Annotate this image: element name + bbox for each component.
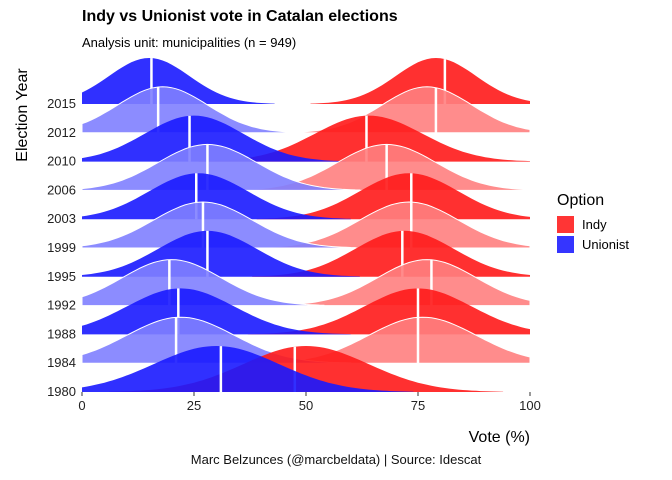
density-indy-1995 bbox=[252, 230, 530, 277]
legend-swatch-indy bbox=[557, 215, 574, 233]
density-unionist-2015 bbox=[82, 58, 275, 104]
y-tick-label-1980: 1980 bbox=[47, 384, 76, 399]
x-tick-label-0: 0 bbox=[78, 398, 85, 413]
x-axis-ticks: 0 25 50 75 100 bbox=[78, 392, 541, 413]
x-tick-label-75: 75 bbox=[411, 398, 425, 413]
density-unionist-2006 bbox=[81, 143, 361, 191]
ridge-1980 bbox=[82, 346, 504, 392]
chart-title: Indy vs Unionist vote in Catalan electio… bbox=[82, 8, 398, 25]
chart-subtitle: Analysis unit: municipalities (n = 949) bbox=[82, 35, 297, 50]
ridge-2006 bbox=[81, 143, 531, 191]
caption: Marc Belzunces (@marcbeldata) | Source: … bbox=[190, 452, 482, 467]
ridge-1988 bbox=[82, 288, 531, 335]
y-tick-label-1992: 1992 bbox=[47, 298, 76, 313]
y-tick-label-1984: 1984 bbox=[47, 355, 76, 370]
x-tick-label-100: 100 bbox=[519, 398, 541, 413]
density-indy-1988 bbox=[247, 288, 531, 335]
y-tick-label-1995: 1995 bbox=[47, 269, 76, 284]
legend-title: Option bbox=[557, 192, 605, 209]
density-indy-2015 bbox=[310, 58, 530, 104]
x-tick-label-25: 25 bbox=[187, 398, 201, 413]
density-unionist-1992 bbox=[81, 259, 325, 307]
legend-label-unionist: Unionist bbox=[582, 236, 629, 252]
legend-item-unionist: Unionist bbox=[557, 234, 629, 254]
y-tick-label-2015: 2015 bbox=[47, 96, 76, 111]
density-unionist-2003 bbox=[82, 173, 351, 220]
ridge-2012 bbox=[81, 86, 531, 134]
x-tick-label-50: 50 bbox=[299, 398, 313, 413]
density-unionist-2010 bbox=[82, 115, 347, 162]
legend-item-indy: Indy bbox=[557, 214, 629, 234]
density-unionist-1980 bbox=[82, 346, 414, 392]
density-unionist-1999 bbox=[81, 201, 356, 249]
legend-swatch-unionist bbox=[557, 235, 574, 253]
legend: Option Indy Unionist bbox=[557, 192, 629, 254]
y-tick-label-2012: 2012 bbox=[47, 125, 76, 140]
density-unionist-1988 bbox=[82, 288, 351, 335]
ridges-layer bbox=[81, 58, 531, 392]
y-tick-label-1999: 1999 bbox=[47, 240, 76, 255]
y-axis-title: Election Year bbox=[14, 68, 31, 162]
density-unionist-2012 bbox=[81, 86, 302, 134]
y-tick-label-2010: 2010 bbox=[47, 154, 76, 169]
y-axis-ticks: 2015 2012 2010 2006 2003 1999 1995 1992 1988 1984… bbox=[47, 96, 76, 399]
y-tick-label-1988: 1988 bbox=[47, 326, 76, 341]
x-axis-title: Vote (%) bbox=[469, 429, 530, 446]
y-tick-label-2003: 2003 bbox=[47, 211, 76, 226]
legend-label-indy: Indy bbox=[582, 216, 607, 232]
ridge-1984 bbox=[81, 316, 531, 364]
density-indy-2010 bbox=[198, 115, 530, 162]
y-tick-label-2006: 2006 bbox=[47, 182, 76, 197]
density-indy-2003 bbox=[256, 173, 530, 220]
ridge-1999 bbox=[81, 201, 531, 249]
density-indy-1992 bbox=[274, 259, 531, 307]
